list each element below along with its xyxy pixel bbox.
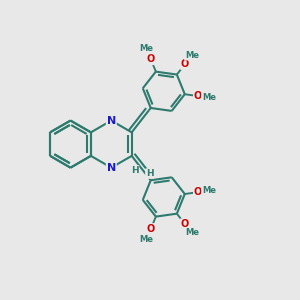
Text: O: O — [194, 187, 202, 197]
Text: Me: Me — [202, 93, 216, 102]
Text: O: O — [181, 59, 189, 69]
Text: H: H — [146, 169, 154, 178]
Text: O: O — [181, 219, 189, 229]
Text: O: O — [147, 54, 155, 64]
Text: Me: Me — [185, 228, 199, 237]
Text: O: O — [147, 224, 155, 234]
Text: Me: Me — [140, 235, 154, 244]
Text: H: H — [131, 166, 139, 175]
Text: Me: Me — [140, 44, 154, 53]
Text: N: N — [107, 163, 116, 173]
Text: Me: Me — [185, 51, 199, 60]
Text: N: N — [107, 116, 116, 126]
Text: O: O — [194, 91, 202, 101]
Text: Me: Me — [202, 186, 216, 195]
